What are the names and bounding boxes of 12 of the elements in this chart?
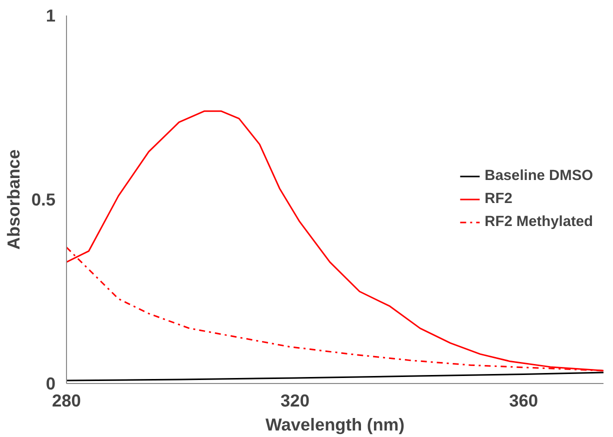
- y-tick-label: 1: [46, 6, 56, 26]
- legend-label: RF2 Methylated: [484, 214, 593, 230]
- x-axis-title: Wavelength (nm): [266, 414, 404, 434]
- x-tick-label: 280: [52, 390, 81, 410]
- y-axis-title: Absorbance: [3, 149, 24, 250]
- line-series: [66, 372, 604, 382]
- legend-label: Baseline DMSO: [484, 168, 593, 184]
- x-tick-label: 360: [509, 390, 538, 410]
- y-tick-label: 0.5: [31, 190, 56, 210]
- legend-label: RF2: [484, 191, 512, 207]
- y-tick-label: 0: [46, 374, 56, 394]
- x-tick-label: 320: [280, 390, 310, 410]
